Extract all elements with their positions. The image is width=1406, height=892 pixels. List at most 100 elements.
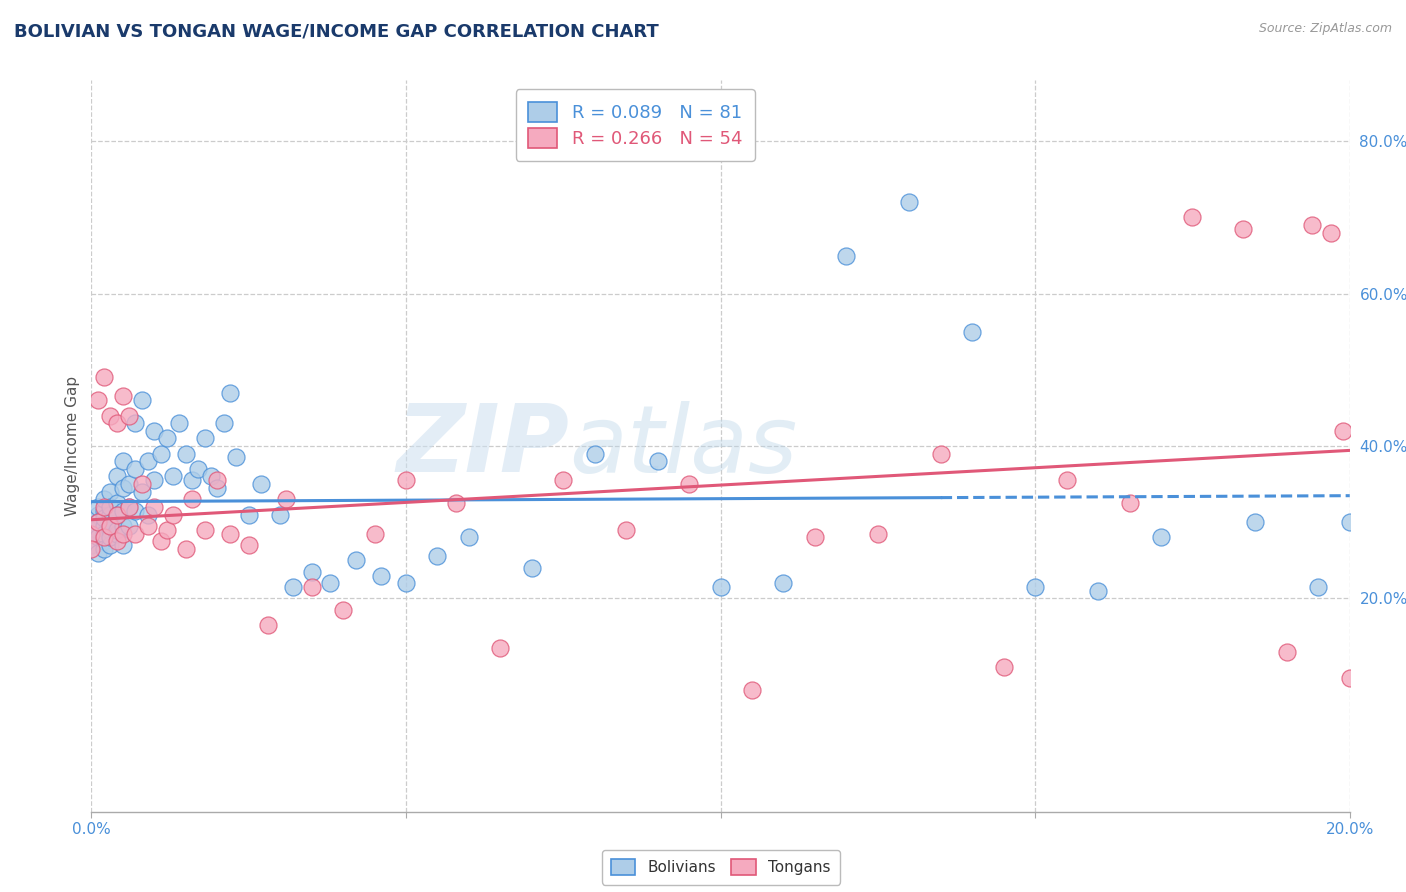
Point [86, 515, 108, 529]
Point [866, 526, 889, 541]
Point [1150, 530, 1173, 544]
Point [111, 526, 134, 541]
Point [583, 447, 606, 461]
Point [143, 473, 166, 487]
Point [446, 496, 468, 510]
Point [98, 538, 121, 552]
Point [520, 561, 543, 575]
Point [678, 477, 700, 491]
Point [98, 523, 121, 537]
Point [124, 416, 146, 430]
Point [804, 530, 827, 544]
Point [1024, 580, 1046, 594]
Point [162, 469, 184, 483]
Point [124, 504, 146, 518]
Point [105, 416, 128, 430]
Text: ZIP: ZIP [396, 400, 569, 492]
Point [553, 473, 575, 487]
Point [395, 576, 418, 591]
Point [143, 500, 166, 514]
Point [344, 553, 367, 567]
Point [86, 530, 108, 544]
Legend: Bolivians, Tongans: Bolivians, Tongans [602, 849, 839, 885]
Point [149, 447, 172, 461]
Point [111, 519, 134, 533]
Point [93, 534, 115, 549]
Point [143, 424, 166, 438]
Point [218, 385, 240, 400]
Point [98, 500, 121, 514]
Point [1232, 222, 1254, 236]
Point [111, 481, 134, 495]
Point [86, 393, 108, 408]
Point [1275, 645, 1298, 659]
Point [86, 508, 108, 522]
Point [131, 393, 153, 408]
Point [156, 523, 179, 537]
Point [1244, 515, 1267, 529]
Point [136, 508, 159, 522]
Point [835, 248, 858, 262]
Point [86, 546, 108, 560]
Point [80, 541, 103, 556]
Point [111, 504, 134, 518]
Point [93, 530, 115, 544]
Point [156, 431, 179, 445]
Point [131, 477, 153, 491]
Point [269, 508, 291, 522]
Point [205, 481, 228, 495]
Point [86, 500, 108, 514]
Point [174, 541, 197, 556]
Point [118, 409, 141, 423]
Point [212, 416, 235, 430]
Point [238, 508, 260, 522]
Point [105, 523, 128, 537]
Point [98, 409, 121, 423]
Point [194, 523, 217, 537]
Point [1339, 672, 1361, 686]
Point [276, 492, 298, 507]
Point [238, 538, 260, 552]
Point [136, 454, 159, 468]
Point [256, 618, 278, 632]
Point [647, 454, 669, 468]
Point [111, 454, 134, 468]
Point [187, 462, 209, 476]
Point [709, 580, 731, 594]
Point [105, 508, 128, 522]
Point [301, 580, 323, 594]
Point [993, 660, 1015, 674]
Point [200, 469, 222, 483]
Point [741, 682, 763, 697]
Point [118, 519, 141, 533]
Point [118, 500, 141, 514]
Point [332, 603, 354, 617]
Point [93, 526, 115, 541]
Point [301, 565, 323, 579]
Point [149, 534, 172, 549]
Point [98, 519, 121, 533]
Point [363, 526, 385, 541]
Point [131, 484, 153, 499]
Point [111, 538, 134, 552]
Point [1333, 424, 1355, 438]
Point [614, 523, 637, 537]
Text: Source: ZipAtlas.com: Source: ZipAtlas.com [1258, 22, 1392, 36]
Point [124, 526, 146, 541]
Point [181, 473, 204, 487]
Point [457, 530, 479, 544]
Point [98, 484, 121, 499]
Point [205, 473, 228, 487]
Point [93, 500, 115, 514]
Point [93, 541, 115, 556]
Point [174, 447, 197, 461]
Point [1087, 583, 1109, 598]
Point [98, 519, 121, 533]
Point [86, 515, 108, 529]
Point [225, 450, 247, 465]
Point [1339, 515, 1361, 529]
Point [929, 447, 952, 461]
Point [93, 492, 115, 507]
Point [218, 526, 240, 541]
Point [962, 325, 984, 339]
